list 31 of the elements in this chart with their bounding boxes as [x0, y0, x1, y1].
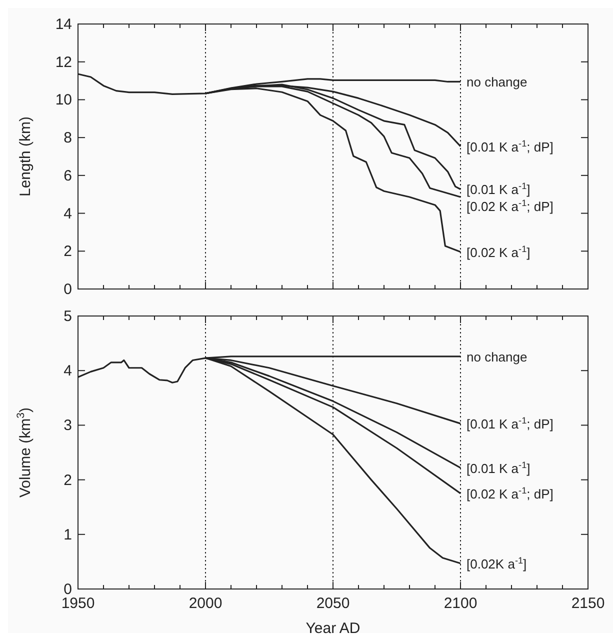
series-label: [0.02 K a$^{-1}$]: [466, 244, 530, 260]
legend-label: [0.02 K a$^{-1}$; dP]: [466, 198, 554, 214]
x-tick-label: 1950: [61, 595, 95, 612]
y-tick-label: 0: [64, 281, 72, 298]
y-tick-label: 4: [64, 362, 72, 380]
series-label: [0.01 K a$^{-1}$]: [466, 460, 530, 476]
legend-label: [0.01 K a$^{-1}$; dP]: [466, 138, 554, 154]
series-label: [0.02K a$^{-1}$]: [466, 555, 527, 572]
x-tick-label: 2150: [571, 595, 605, 612]
x-tick-label: 2100: [444, 595, 478, 612]
y-tick-label: 10: [55, 92, 72, 109]
x-tick-label: 2000: [188, 595, 222, 612]
y-tick-label: 12: [55, 54, 72, 71]
series-label: [0.01 K a$^{-1}$]: [466, 181, 530, 198]
y-tick-label: 8: [64, 130, 72, 147]
series-label: no change: [466, 349, 528, 364]
y-tick-label: 4: [64, 205, 72, 222]
y-tick-label: 5: [64, 308, 72, 325]
x-axis-title: Year AD: [306, 620, 360, 637]
y-tick-label: 6: [64, 167, 72, 184]
series-label: no change: [466, 74, 528, 90]
y-axis-title: Length (km): [17, 116, 34, 197]
y-tick-label: 14: [55, 16, 72, 33]
y-tick-label: 1: [64, 526, 72, 544]
series-label: [0.02 K a$^{-1}$; dP]: [466, 485, 554, 502]
y-tick-label: 2: [64, 472, 72, 489]
y-tick-label: 2: [64, 243, 72, 260]
y-tick-label: 0: [64, 581, 72, 598]
y-tick-label: 3: [64, 417, 72, 434]
x-tick-label: 2050: [316, 595, 350, 612]
legend-label: [0.01 K a$^{-1}$; dP]: [466, 416, 554, 432]
